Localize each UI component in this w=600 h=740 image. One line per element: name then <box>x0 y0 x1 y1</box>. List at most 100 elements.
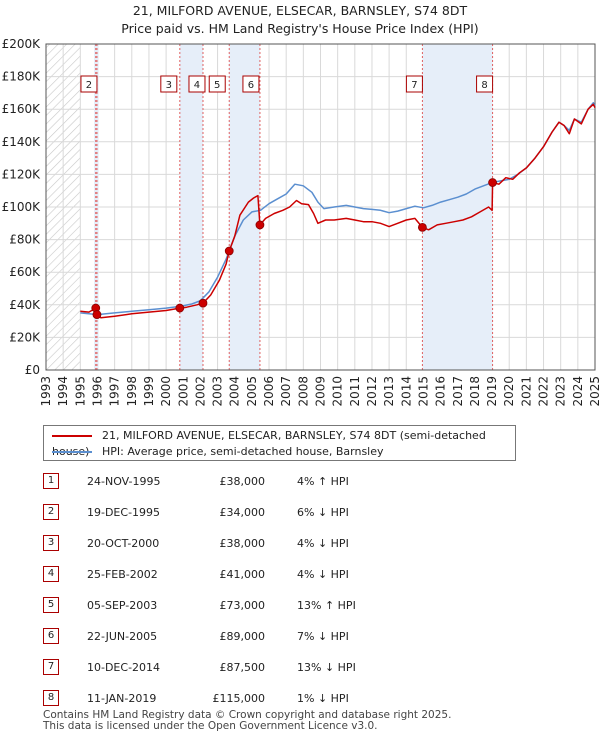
table-row: 2 19-DEC-1995 £34,000 6% ↓ HPI <box>43 503 383 523</box>
y-tick-label: £140K <box>2 135 42 149</box>
table-row: 6 22-JUN-2005 £89,000 7% ↓ HPI <box>43 627 383 647</box>
sale-point <box>488 178 497 187</box>
y-tick-label: £80K <box>9 233 41 247</box>
legend-item-hpi: HPI: Average price, semi-detached house,… <box>52 444 384 460</box>
row-number-badge: 2 <box>43 504 59 520</box>
y-tick-label: £120K <box>2 167 42 181</box>
sale-number-label: 6 <box>248 80 254 91</box>
sale-point <box>175 303 185 313</box>
footer-line-2: This data is licensed under the Open Gov… <box>43 720 378 732</box>
sale-number-box <box>242 75 260 93</box>
row-hpi-change: 4% ↑ HPI <box>297 475 349 488</box>
x-tick-label: 1998 <box>125 376 139 407</box>
x-tick-label: 1999 <box>142 376 156 407</box>
footer-attribution: Contains HM Land Registry data © Crown c… <box>43 710 451 732</box>
sale-point <box>255 220 265 230</box>
x-tick-label: 2005 <box>245 376 259 407</box>
x-tick-label: 2019 <box>485 376 499 407</box>
x-tick-label: 1994 <box>56 376 70 407</box>
row-hpi-change: 13% ↓ HPI <box>297 661 356 674</box>
x-tick-label: 1995 <box>73 376 87 407</box>
row-number-badge: 4 <box>43 566 59 582</box>
legend-swatch-property <box>52 435 92 437</box>
x-tick-label: 1997 <box>108 376 122 407</box>
sale-point <box>418 222 427 232</box>
row-price: £115,000 <box>212 692 266 705</box>
x-tick-label: 2012 <box>365 376 379 407</box>
sale-number-label: 2 <box>86 80 92 91</box>
x-tick-label: 2008 <box>296 376 310 407</box>
x-tick-label: 2017 <box>451 376 465 407</box>
price-chart: £0 £20K £40K £60K £80K £100K £120K £140K £160K £1… <box>2 37 600 407</box>
sale-number-label: 8 <box>481 80 487 91</box>
row-number-badge: 1 <box>43 473 59 489</box>
row-price: £73,000 <box>219 599 266 612</box>
row-number-badge: 6 <box>43 628 59 644</box>
sale-highlight-band <box>422 44 493 370</box>
y-tick-label: £160K <box>2 102 42 116</box>
x-tick-label: 2014 <box>399 376 413 407</box>
x-tick-label: 2007 <box>279 376 293 407</box>
sale-highlight-band <box>179 44 203 370</box>
sale-point <box>198 298 208 308</box>
sale-number-box <box>80 75 98 93</box>
sale-number-box <box>476 75 494 93</box>
x-tick-label: 2013 <box>382 376 396 407</box>
sale-number-box <box>208 75 226 93</box>
row-price: £87,500 <box>219 661 266 674</box>
footer-line-1: Contains HM Land Registry data © Crown c… <box>43 709 452 721</box>
row-date: 25-FEB-2002 <box>87 568 158 581</box>
x-tick-label: 2016 <box>434 376 448 407</box>
sale-point <box>224 246 234 256</box>
x-tick-label: 2000 <box>159 376 173 407</box>
sale-highlight-band <box>94 44 99 370</box>
legend-item-property: 21, MILFORD AVENUE, ELSECAR, BARNSLEY, S… <box>52 428 515 458</box>
row-hpi-change: 1% ↓ HPI <box>297 692 349 705</box>
row-date: 05-SEP-2003 <box>87 599 158 612</box>
x-tick-label: 2009 <box>314 376 328 407</box>
row-date: 24-NOV-1995 <box>87 475 161 488</box>
table-row: 5 05-SEP-2003 £73,000 13% ↑ HPI <box>43 596 383 616</box>
row-number-badge: 5 <box>43 597 59 613</box>
x-tick-label: 2003 <box>211 376 225 407</box>
sale-number-label: 3 <box>166 80 172 91</box>
row-date: 10-DEC-2014 <box>87 661 161 674</box>
row-price: £41,000 <box>219 568 266 581</box>
y-tick-label: £40K <box>9 298 41 312</box>
sale-number-box <box>405 75 423 93</box>
sale-number-label: 7 <box>411 80 417 91</box>
x-tick-label: 2004 <box>228 376 242 407</box>
row-hpi-change: 6% ↓ HPI <box>297 506 349 519</box>
row-date: 11-JAN-2019 <box>87 692 157 705</box>
sale-number-box <box>160 75 178 93</box>
x-tick-label: 2022 <box>537 376 551 407</box>
legend-label-property: 21, MILFORD AVENUE, ELSECAR, BARNSLEY, S… <box>52 429 486 458</box>
legend-label-hpi: HPI: Average price, semi-detached house,… <box>102 445 384 458</box>
row-price: £34,000 <box>219 506 266 519</box>
x-tick-label: 2011 <box>348 376 362 407</box>
x-tick-label: 1993 <box>39 376 53 407</box>
plot-frame <box>45 43 596 371</box>
y-tick-label: £200K <box>2 37 42 51</box>
y-tick-label: £60K <box>9 265 41 279</box>
x-tick-label: 1996 <box>90 376 104 407</box>
table-row: 1 24-NOV-1995 £38,000 4% ↑ HPI <box>43 472 383 492</box>
row-price: £38,000 <box>219 537 266 550</box>
x-tick-label: 2023 <box>554 376 568 407</box>
sale-number-box <box>188 75 206 93</box>
chart-title: 21, MILFORD AVENUE, ELSECAR, BARNSLEY, S… <box>0 2 600 38</box>
row-number-badge: 8 <box>43 690 59 706</box>
table-row: 3 20-OCT-2000 £38,000 4% ↓ HPI <box>43 534 383 554</box>
x-tick-label: 2020 <box>502 376 516 407</box>
x-tick-label: 2018 <box>468 376 482 407</box>
row-price: £89,000 <box>219 630 266 643</box>
y-tick-label: £0 <box>25 363 40 377</box>
sale-number-label: 5 <box>214 80 220 91</box>
row-hpi-change: 7% ↓ HPI <box>297 630 349 643</box>
y-tick-label: £180K <box>2 70 42 84</box>
sale-point <box>92 310 102 319</box>
x-tick-label: 2024 <box>571 376 585 407</box>
legend: 21, MILFORD AVENUE, ELSECAR, BARNSLEY, S… <box>43 425 516 461</box>
table-row: 4 25-FEB-2002 £41,000 4% ↓ HPI <box>43 565 383 585</box>
row-number-badge: 3 <box>43 535 59 551</box>
